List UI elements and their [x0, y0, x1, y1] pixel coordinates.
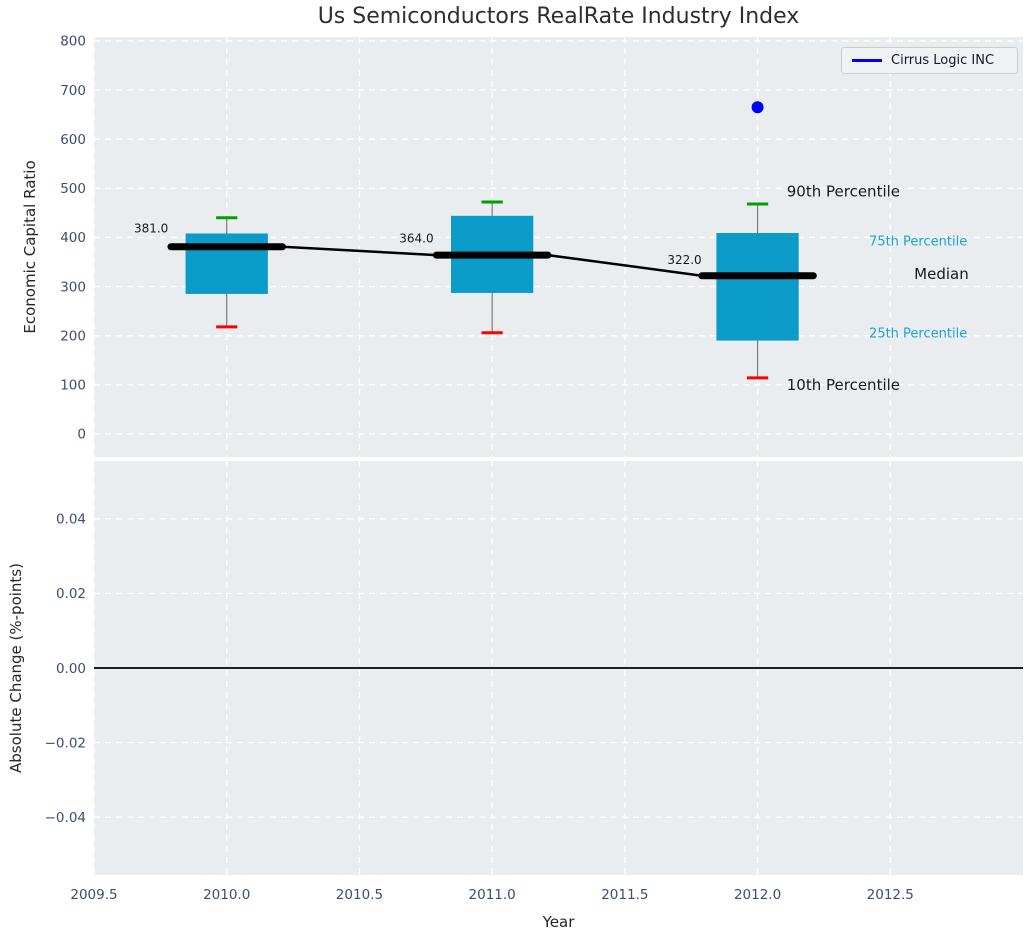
381-0-annotation: 381.0 — [134, 221, 168, 235]
median-connector — [547, 253, 702, 277]
top-y-tick-label: 400 — [60, 230, 86, 246]
x-tick-label: 2010.5 — [336, 887, 383, 903]
x-tick-label: 2012.5 — [867, 887, 914, 903]
top-y-tick-label: 300 — [60, 279, 86, 295]
iqr-box-2012 — [716, 233, 799, 341]
75th-percentile-annotation: 75th Percentile — [869, 234, 967, 249]
median-annotation: Median — [914, 265, 969, 283]
top-y-tick-label: 100 — [60, 378, 86, 394]
10th-percentile-annotation: 10th Percentile — [787, 376, 900, 394]
bottom-y-tick-label: −0.04 — [45, 810, 86, 826]
bottom-y-axis-label: Absolute Change (%-points) — [7, 563, 25, 773]
legend-line-swatch — [852, 59, 882, 62]
top-y-tick-label: 600 — [60, 132, 86, 148]
top-y-tick-label: 500 — [60, 181, 86, 197]
chart-title: Us Semiconductors RealRate Industry Inde… — [317, 4, 800, 29]
top-y-tick-label: 200 — [60, 328, 86, 344]
top-y-tick-label: 800 — [60, 34, 86, 50]
median-connector — [282, 245, 437, 257]
322-0-annotation: 322.0 — [667, 253, 701, 267]
iqr-box-2010 — [185, 233, 268, 294]
x-tick-label: 2012.0 — [734, 887, 781, 903]
bottom-y-tick-label: 0.02 — [56, 586, 86, 602]
bottom-y-tick-label: 0.00 — [56, 661, 86, 677]
top-y-axis-label: Economic Capital Ratio — [21, 160, 39, 334]
364-0-annotation: 364.0 — [399, 232, 433, 246]
25th-percentile-annotation: 25th Percentile — [869, 326, 967, 341]
x-tick-label: 2011.5 — [601, 887, 648, 903]
90th-percentile-annotation: 90th Percentile — [787, 182, 900, 200]
legend: Cirrus Logic INC — [841, 47, 1018, 74]
x-axis-label: Year — [542, 913, 575, 931]
bottom-y-tick-label: −0.02 — [45, 735, 86, 751]
top-y-tick-label: 0 — [77, 427, 86, 443]
x-tick-label: 2010.0 — [203, 887, 250, 903]
x-tick-label: 2009.5 — [70, 887, 117, 903]
outlier-dot — [751, 101, 764, 114]
x-tick-label: 2011.0 — [469, 887, 516, 903]
top-y-tick-label: 700 — [60, 83, 86, 99]
bottom-y-tick-label: 0.04 — [56, 512, 86, 528]
legend-label: Cirrus Logic INC — [891, 53, 995, 68]
